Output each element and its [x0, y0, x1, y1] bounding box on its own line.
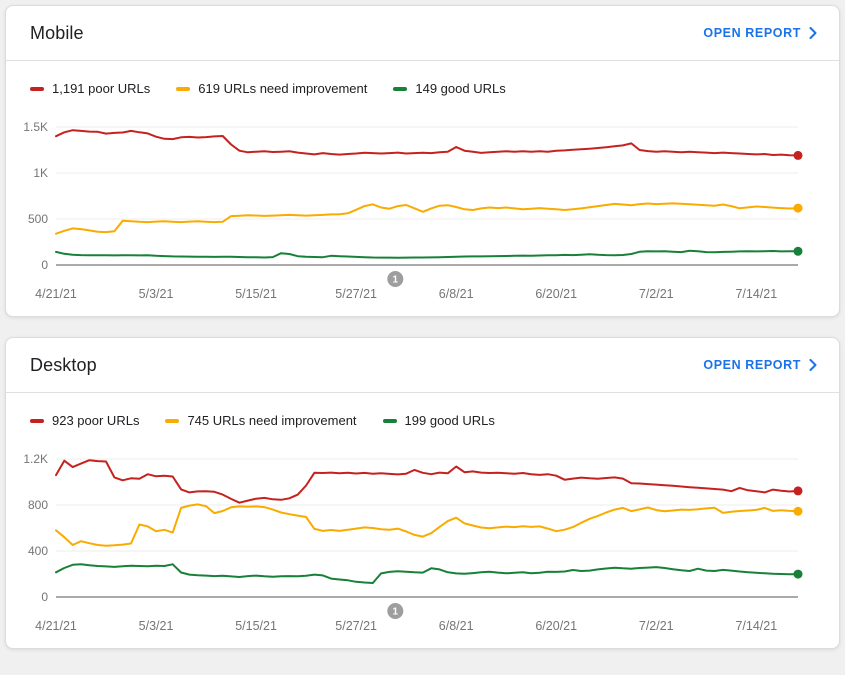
x-axis-tick-label: 7/14/21 [735, 287, 777, 301]
x-axis-tick-label: 6/8/21 [439, 619, 474, 633]
card-title-mobile: Mobile [30, 22, 84, 43]
y-axis-tick-label: 400 [28, 544, 48, 558]
legend-item-label: 199 good URLs [404, 413, 495, 428]
legend-item[interactable]: 1,191 poor URLs [30, 81, 150, 96]
legend-desktop: 923 poor URLs 745 URLs need improvement 19… [6, 393, 839, 440]
series-end-dot [793, 486, 803, 496]
x-axis-tick-label: 5/15/21 [235, 619, 277, 633]
card-mobile-header: Mobile OPEN REPORT [6, 6, 839, 60]
open-report-label: OPEN REPORT [703, 26, 801, 40]
annotation-marker-label: 1 [393, 275, 399, 286]
header-divider [6, 60, 839, 61]
legend-item[interactable]: 923 poor URLs [30, 413, 139, 428]
x-axis-tick-label: 6/20/21 [535, 619, 577, 633]
legend-item[interactable]: 745 URLs need improvement [165, 413, 357, 428]
legend-dash-icon [382, 418, 397, 423]
x-axis-tick-label: 5/3/21 [139, 287, 174, 301]
open-report-link-desktop[interactable]: OPEN REPORT [703, 358, 817, 372]
mobile-line-chart[interactable]: 0 500 1K 1.5K 4/21/21 5/3/21 5/15/21 5/27/21 6/8… [6, 108, 839, 316]
y-axis-tick-label: 1.2K [23, 452, 48, 466]
series-line-good-urls[interactable] [55, 563, 799, 584]
legend-item[interactable]: 199 good URLs [382, 413, 495, 428]
series-end-dot [793, 150, 803, 160]
legend-item[interactable]: 149 good URLs [393, 81, 506, 96]
series-line-urls-need-improvement[interactable] [55, 202, 799, 235]
legend-item-label: 619 URLs need improvement [198, 81, 368, 96]
annotation-marker[interactable]: 1 [387, 603, 404, 619]
card-desktop: Desktop OPEN REPORT 923 poor URLs 745 URL… [5, 337, 840, 649]
open-report-label: OPEN REPORT [703, 358, 801, 372]
series-line-urls-need-improvement[interactable] [55, 503, 799, 547]
annotation-marker[interactable]: 1 [387, 271, 404, 287]
legend-item-label: 745 URLs need improvement [187, 413, 357, 428]
x-axis-tick-label: 7/2/21 [639, 619, 674, 633]
x-axis-tick-label: 5/27/21 [335, 619, 377, 633]
series-end-dot [793, 246, 803, 256]
open-report-link-mobile[interactable]: OPEN REPORT [703, 26, 817, 40]
annotation-marker-label: 1 [393, 607, 399, 618]
x-axis-tick-label: 7/14/21 [735, 619, 777, 633]
x-axis-tick-label: 4/21/21 [35, 287, 77, 301]
series-end-dot [793, 203, 803, 213]
x-axis-tick-label: 5/3/21 [139, 619, 174, 633]
legend-dash-icon [30, 86, 44, 91]
legend-dash-icon [165, 418, 180, 423]
x-axis-tick-label: 6/8/21 [439, 287, 474, 301]
legend-item-label: 149 good URLs [415, 81, 506, 96]
chevron-right-icon [809, 359, 817, 371]
y-axis-tick-label: 1K [33, 166, 48, 180]
x-axis-tick-label: 5/15/21 [235, 287, 277, 301]
core-web-vitals-dashboard: Mobile OPEN REPORT 1,191 poor URLs 619 UR… [5, 5, 840, 649]
legend-item-label: 923 poor URLs [52, 413, 140, 428]
series-end-dot [793, 569, 803, 579]
legend-dash-icon [30, 418, 44, 423]
y-axis-tick-label: 0 [41, 258, 48, 272]
x-axis-tick-label: 7/2/21 [639, 287, 674, 301]
x-axis-tick-label: 6/20/21 [535, 287, 577, 301]
y-axis-tick-label: 0 [41, 590, 48, 604]
x-axis-tick-label: 5/27/21 [335, 287, 377, 301]
y-axis-tick-label: 500 [28, 212, 48, 226]
legend-item-label: 1,191 poor URLs [52, 81, 151, 96]
legend-mobile: 1,191 poor URLs 619 URLs need improvement… [6, 61, 839, 108]
card-desktop-header: Desktop OPEN REPORT [6, 338, 839, 392]
series-line-poor-urls[interactable] [55, 459, 799, 504]
legend-item[interactable]: 619 URLs need improvement [176, 81, 367, 96]
x-axis-tick-label: 4/21/21 [35, 619, 77, 633]
chart-mobile: 0 500 1K 1.5K 4/21/21 5/3/21 5/15/21 5/27/21 6/8… [6, 108, 839, 316]
legend-dash-icon [176, 86, 191, 91]
series-line-good-urls[interactable] [55, 249, 799, 259]
card-mobile: Mobile OPEN REPORT 1,191 poor URLs 619 UR… [5, 5, 840, 317]
y-axis-tick-label: 1.5K [23, 120, 48, 134]
series-line-poor-urls[interactable] [55, 129, 799, 157]
series-end-dot [793, 506, 803, 516]
legend-dash-icon [393, 86, 408, 91]
card-title-desktop: Desktop [30, 354, 97, 375]
chevron-right-icon [809, 27, 817, 39]
header-divider [6, 392, 839, 393]
y-axis-tick-label: 800 [28, 498, 48, 512]
desktop-line-chart[interactable]: 0 400 800 1.2K 4/21/21 5/3/21 5/15/21 5/27/21 6/… [6, 440, 839, 648]
chart-desktop: 0 400 800 1.2K 4/21/21 5/3/21 5/15/21 5/27/21 6/… [6, 440, 839, 648]
